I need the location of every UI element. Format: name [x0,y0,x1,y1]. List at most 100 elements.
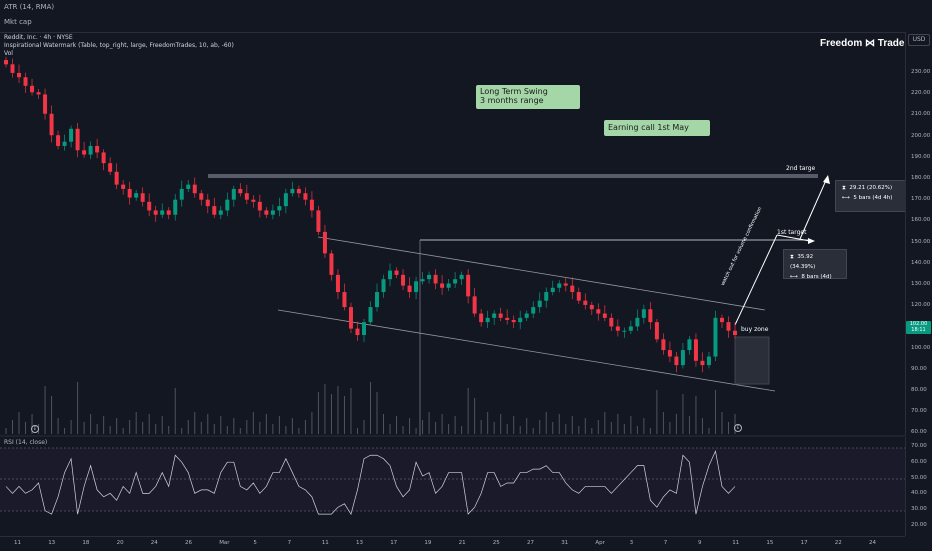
candle-body [296,188,301,194]
candle-body [414,281,419,293]
time-axis[interactable] [0,536,905,551]
flag-icon-right[interactable]: E [734,424,742,432]
volume-bar [194,412,196,434]
volume-bar [304,420,306,434]
candle-body [264,210,269,215]
candle-body [700,360,705,366]
bars-icon: ⟷ [790,274,798,280]
volume-bar [129,420,131,434]
candle-body [140,193,145,202]
volume-bar [578,426,580,434]
candle-body [544,292,549,301]
volume-bar [363,420,365,434]
candle-body [719,317,724,323]
atr-label[interactable]: ATR (14, RMA) [4,3,55,11]
measure-change: 35.92 (34.39%) [790,254,816,270]
volume-bar [148,414,150,434]
time-tick: 20 [116,540,124,546]
candle-body [192,184,197,194]
candle-body [466,274,471,297]
volume-bar [298,428,300,434]
volume-bar [487,412,489,434]
price-axis[interactable] [905,32,932,436]
price-tick: 160.00 [911,217,931,224]
price-tick: 170.00 [911,196,931,203]
volume-bar [57,418,59,434]
measure-bars: 5 bars (4d 4h) [853,195,893,201]
candle-body [375,292,380,308]
time-tick: 15 [766,540,774,546]
volume-bar [545,412,547,434]
second-target-label: 2nd targe [786,165,816,172]
rsi-tick: 30.00 [911,506,927,513]
volume-bar [220,416,222,434]
volume-bar [330,394,332,434]
volume-bar [513,416,515,434]
earnings-note[interactable]: Earning call 1st May [604,120,710,136]
candle-body [602,313,607,318]
candle-body [199,193,204,200]
measure-box-2nd[interactable]: ⧗ 29.21 (20.62%) ⟷ 5 bars (4d 4h) [835,180,907,212]
candle-body [706,356,711,366]
last-price-badge: 102.00 18:11 [906,321,931,334]
candle-body [407,285,412,293]
time-tick: 11 [14,540,21,546]
candle-body [108,163,113,172]
volume-bar [96,424,98,434]
rsi-band [0,448,905,511]
volume-bar [480,420,482,434]
volume-bar [409,418,411,434]
volume-bar [708,428,710,434]
measure-bars: 8 bars (4d) [801,274,832,280]
candle-body [283,193,288,207]
flag-icon[interactable]: E [31,425,39,433]
candle-body [329,253,334,275]
volume-bar [682,394,684,434]
time-tick: 3 [629,540,634,546]
candle-body [388,270,393,280]
price-tick: 120.00 [911,302,931,309]
rsi-axis[interactable] [905,437,932,536]
candle-body [648,309,653,323]
bars-icon: ⟷ [842,195,850,201]
rsi-tick: 40.00 [911,490,927,497]
indicator-line[interactable]: Inspirational Watermark (Table, top_righ… [4,42,234,49]
volume-bar [265,414,267,434]
candle-body [394,270,399,275]
volume-bar [168,426,170,434]
rsi-tick: 50.00 [911,474,927,481]
candle-body [596,309,601,314]
time-tick: 7 [663,540,668,546]
volume-bar [552,422,554,434]
time-tick: 24 [869,540,876,546]
brand-watermark: Freedom ⋈ Trades [820,38,911,49]
volume-bar [64,428,66,434]
candle-body [309,199,314,211]
candle-body [446,283,451,288]
volume-bar [474,398,476,434]
volume-bar [415,428,417,434]
mktcap-label[interactable]: Mkt cap [4,18,32,26]
candle-body [114,171,119,185]
candle-body [733,330,737,336]
price-tick: 150.00 [911,238,931,245]
volume-bar [356,428,358,434]
symbol-line[interactable]: Reddit, Inc. · 4h · NYSE [4,34,73,41]
candle-body [615,326,620,331]
candle-body [557,283,562,288]
candle-body [622,330,627,332]
volume-label[interactable]: Vol [4,50,13,57]
candle-body [75,128,80,151]
volume-bar [317,392,319,434]
candle-body [511,319,516,323]
volume-bar [506,424,508,434]
rsi-label[interactable]: RSI (14, close) [4,439,48,446]
candle-body [674,356,679,366]
long-term-note[interactable]: Long Term Swing 3 months range [476,85,580,109]
currency-label[interactable]: USD [908,34,930,46]
candle-body [654,322,659,340]
measure-box-1st[interactable]: ⧗ 35.92 (34.39%) ⟷ 8 bars (4d) [783,249,847,280]
volume-bar [526,418,528,434]
